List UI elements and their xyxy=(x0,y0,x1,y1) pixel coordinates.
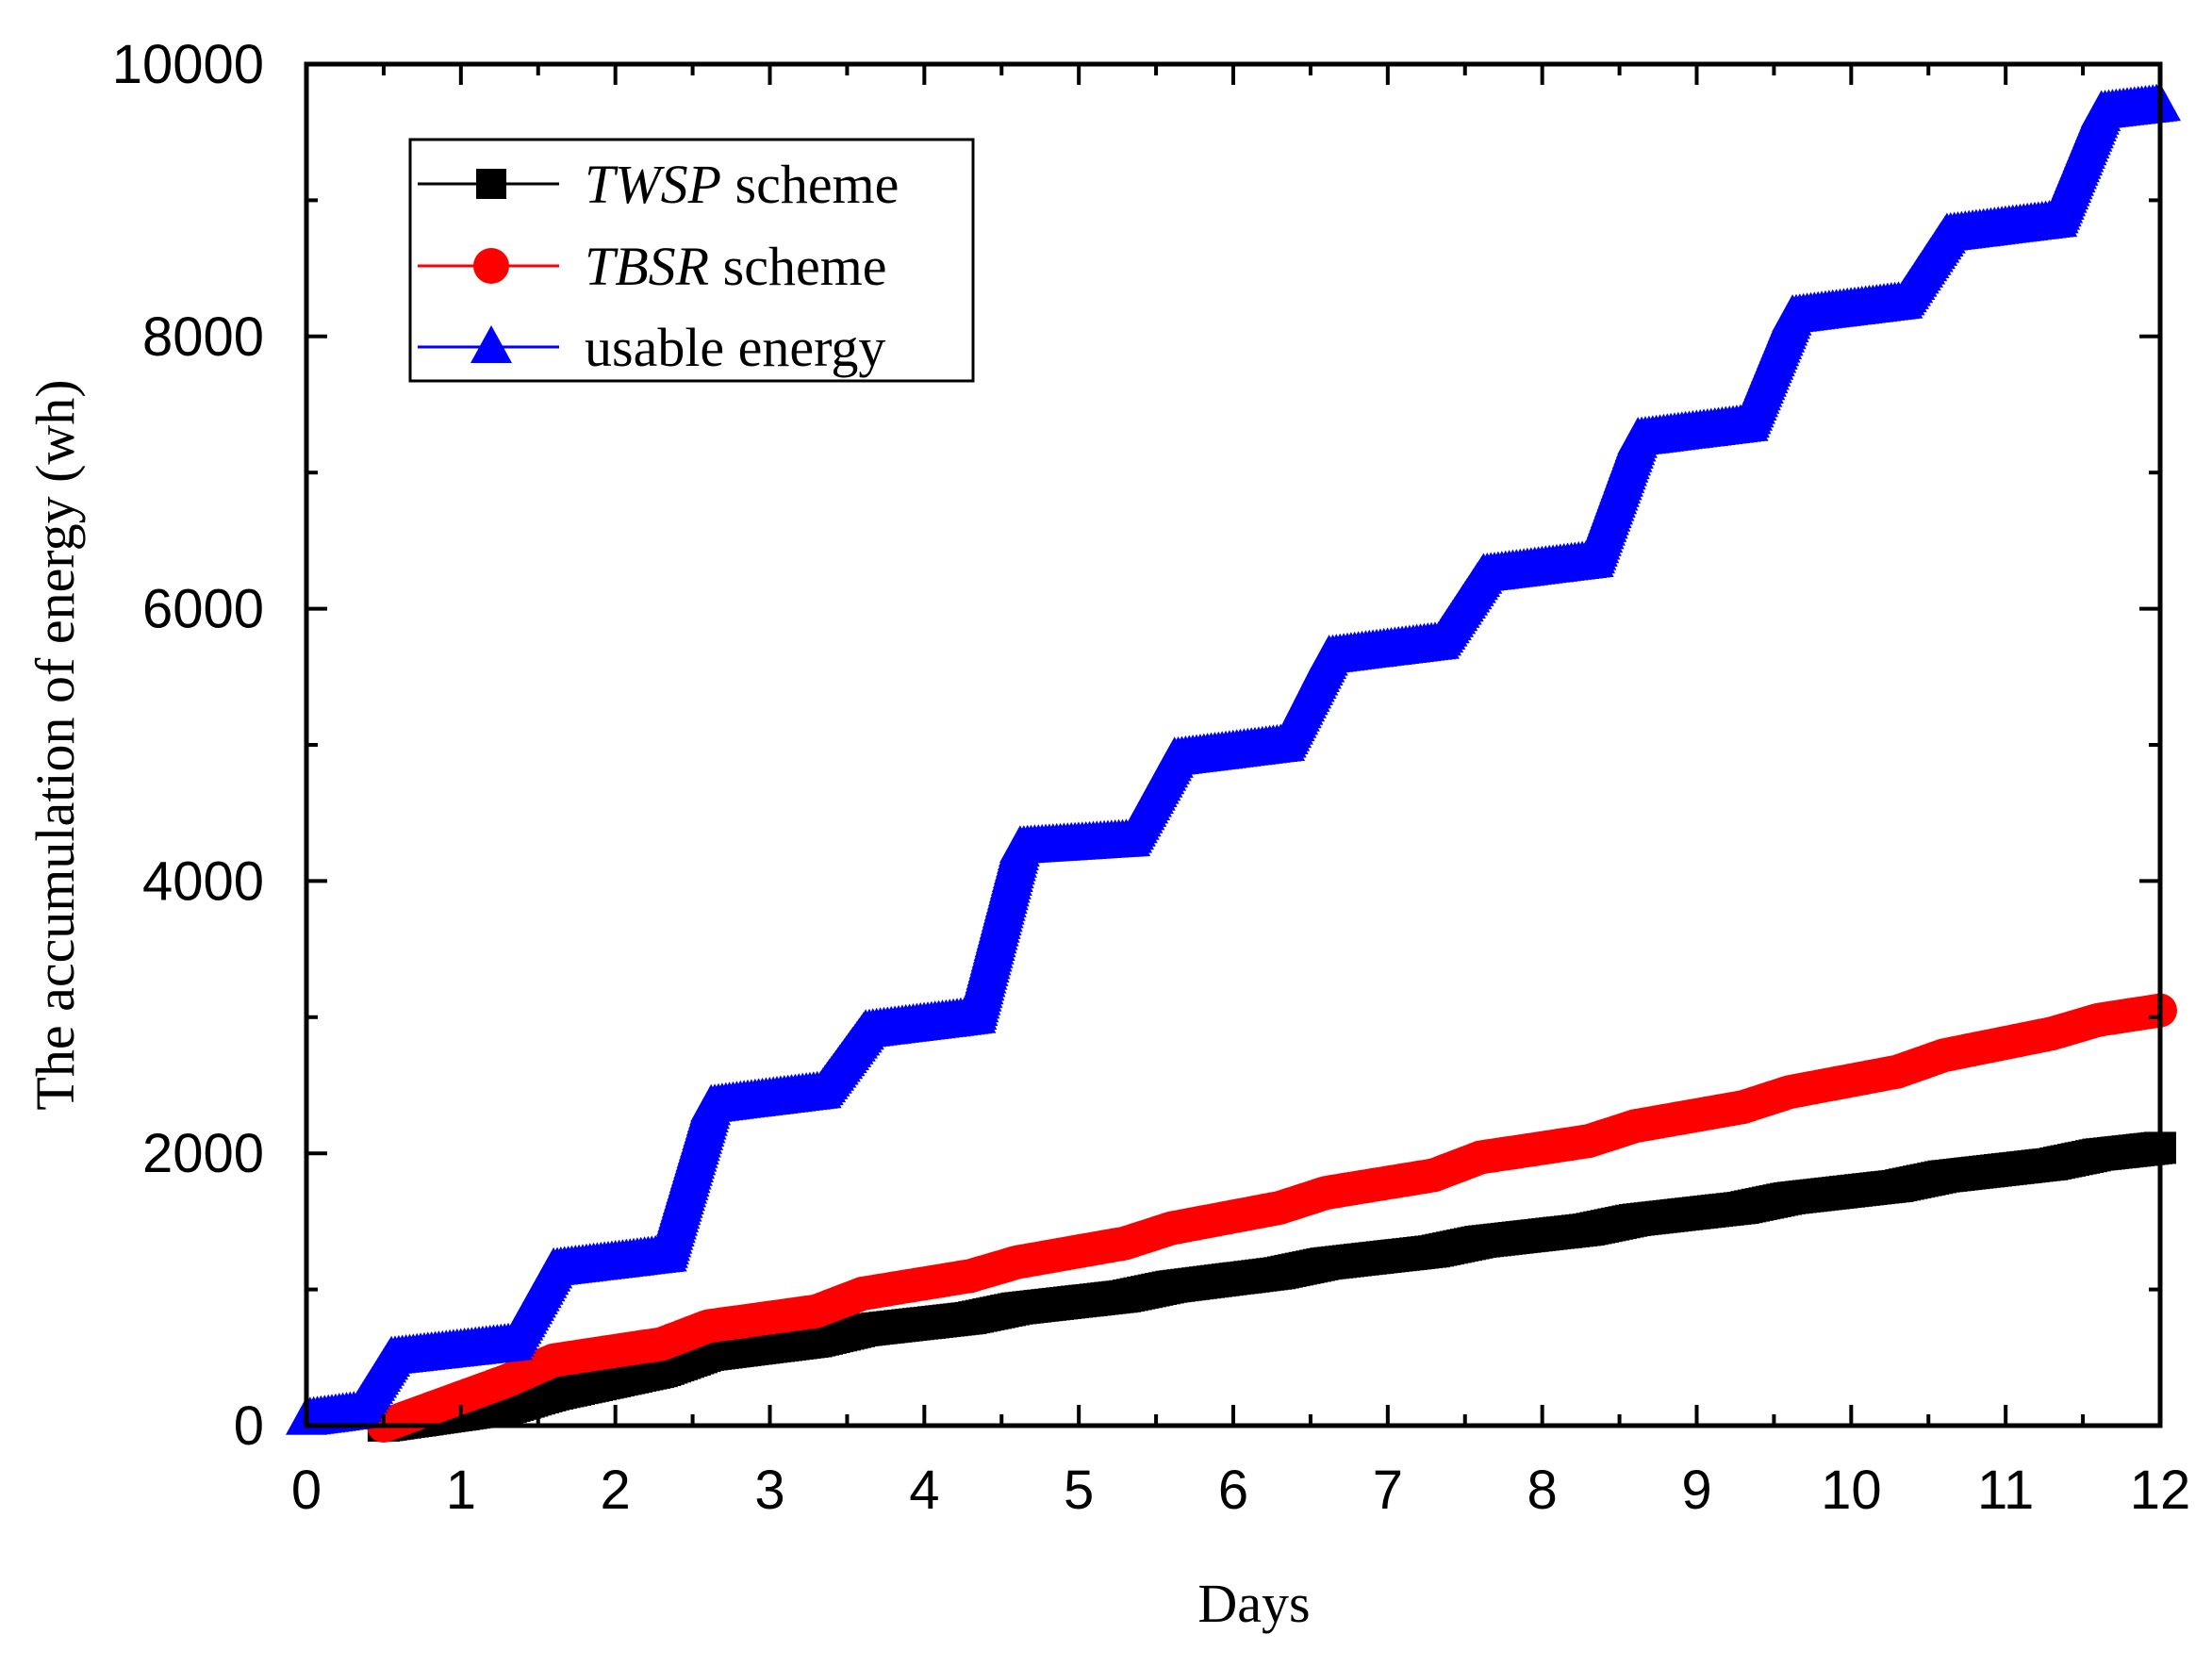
svg-text:TWSP scheme: TWSP scheme xyxy=(585,154,899,215)
legend-marker-circle xyxy=(473,248,509,284)
x-tick-label: 7 xyxy=(1373,1460,1403,1521)
legend-item-tbsr: TBSR scheme xyxy=(418,236,887,297)
y-tick-label: 6000 xyxy=(142,579,264,640)
x-tick-label: 6 xyxy=(1218,1460,1248,1521)
legend-item-twsp: TWSP scheme xyxy=(418,154,899,215)
x-tick-label: 8 xyxy=(1527,1460,1558,1521)
x-tick-label: 9 xyxy=(1681,1460,1711,1521)
legend-label-twsp-rest: scheme xyxy=(721,154,899,215)
legend-marker-triangle xyxy=(470,325,512,363)
legend: TWSP scheme TBSR scheme usable energy xyxy=(408,138,975,383)
x-tick-label: 0 xyxy=(291,1460,322,1521)
series-triangle xyxy=(286,83,2181,1435)
y-tick-label: 10000 xyxy=(112,34,264,95)
series-layer xyxy=(286,83,2181,1443)
legend-label-tbsr-italic: TBSR xyxy=(585,236,709,297)
x-tick-label: 10 xyxy=(1821,1460,1882,1521)
x-tick-label: 1 xyxy=(446,1460,476,1521)
y-tick-label: 8000 xyxy=(142,306,264,368)
legend-label-tbsr-rest: scheme xyxy=(709,236,886,297)
svg-text:usable energy: usable energy xyxy=(585,317,885,378)
x-tick-label: 12 xyxy=(2130,1460,2191,1521)
y-tick-label: 0 xyxy=(234,1395,264,1457)
x-tick-label: 2 xyxy=(601,1460,631,1521)
series-circle xyxy=(366,993,2177,1443)
x-tick-label: 11 xyxy=(1977,1460,2034,1521)
series-square xyxy=(367,1131,2176,1442)
x-tick-label: 4 xyxy=(909,1460,939,1521)
legend-label-twsp-italic: TWSP xyxy=(585,154,721,215)
y-axis-title: The accumulation of energy (wh) xyxy=(25,379,86,1110)
y-tick-label: 2000 xyxy=(142,1123,264,1184)
x-axis-title: Days xyxy=(1197,1573,1310,1634)
x-tick-label: 3 xyxy=(754,1460,784,1521)
y-tick-label: 4000 xyxy=(142,850,264,912)
legend-item-usable: usable energy xyxy=(418,317,885,378)
legend-marker-square xyxy=(476,169,506,199)
legend-label-usable: usable energy xyxy=(585,317,885,378)
x-tick-label: 5 xyxy=(1064,1460,1094,1521)
svg-text:TBSR scheme: TBSR scheme xyxy=(585,236,887,297)
